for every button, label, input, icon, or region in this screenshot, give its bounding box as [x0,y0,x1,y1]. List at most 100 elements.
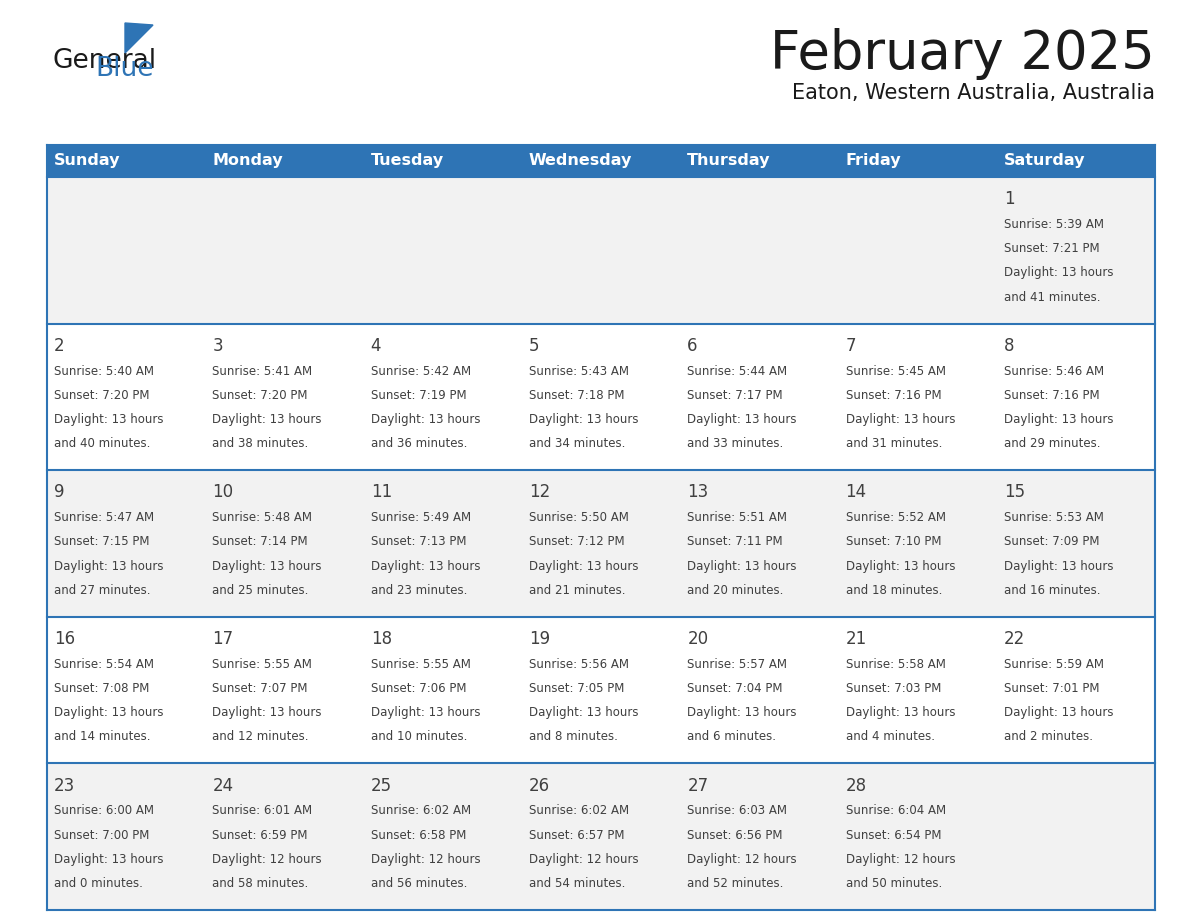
Text: 12: 12 [529,484,550,501]
Text: 2: 2 [55,337,65,354]
Text: and 41 minutes.: and 41 minutes. [1004,291,1100,304]
Text: Daylight: 13 hours: Daylight: 13 hours [55,413,164,426]
Text: Sunset: 7:03 PM: Sunset: 7:03 PM [846,682,941,695]
Text: 13: 13 [688,484,708,501]
Text: and 20 minutes.: and 20 minutes. [688,584,784,597]
Bar [48,764,1155,910]
Text: 18: 18 [371,630,392,648]
Text: and 33 minutes.: and 33 minutes. [688,437,784,450]
Text: Sunrise: 5:54 AM: Sunrise: 5:54 AM [55,658,154,671]
Text: Sunset: 7:00 PM: Sunset: 7:00 PM [55,829,150,842]
Bar [48,177,1155,324]
Text: Daylight: 12 hours: Daylight: 12 hours [688,853,797,866]
Text: Sunset: 6:56 PM: Sunset: 6:56 PM [688,829,783,842]
Text: Daylight: 13 hours: Daylight: 13 hours [1004,560,1113,573]
Text: Sunrise: 5:51 AM: Sunrise: 5:51 AM [688,511,788,524]
Text: Sunrise: 5:39 AM: Sunrise: 5:39 AM [1004,218,1104,231]
Text: and 18 minutes.: and 18 minutes. [846,584,942,597]
Text: 17: 17 [213,630,234,648]
Text: Sunrise: 5:55 AM: Sunrise: 5:55 AM [213,658,312,671]
Text: 8: 8 [1004,337,1015,354]
Text: Sunrise: 6:00 AM: Sunrise: 6:00 AM [55,804,154,817]
Text: and 50 minutes.: and 50 minutes. [846,877,942,890]
Text: Sunset: 7:08 PM: Sunset: 7:08 PM [55,682,150,695]
Text: Sunrise: 5:45 AM: Sunrise: 5:45 AM [846,364,946,377]
Text: and 36 minutes.: and 36 minutes. [371,437,467,450]
Text: Sunrise: 6:04 AM: Sunrise: 6:04 AM [846,804,946,817]
Text: Sunrise: 5:48 AM: Sunrise: 5:48 AM [213,511,312,524]
Text: 27: 27 [688,777,708,795]
Text: Sunrise: 5:44 AM: Sunrise: 5:44 AM [688,364,788,377]
Text: and 31 minutes.: and 31 minutes. [846,437,942,450]
Text: Daylight: 13 hours: Daylight: 13 hours [371,706,480,719]
Text: and 4 minutes.: and 4 minutes. [846,731,935,744]
Text: Sunset: 7:06 PM: Sunset: 7:06 PM [371,682,466,695]
Text: Wednesday: Wednesday [529,153,632,169]
Text: 21: 21 [846,630,867,648]
Text: Sunrise: 6:01 AM: Sunrise: 6:01 AM [213,804,312,817]
Text: Sunset: 7:05 PM: Sunset: 7:05 PM [529,682,625,695]
Text: Sunrise: 5:49 AM: Sunrise: 5:49 AM [371,511,470,524]
Text: Daylight: 12 hours: Daylight: 12 hours [529,853,639,866]
Text: and 23 minutes.: and 23 minutes. [371,584,467,597]
Text: 7: 7 [846,337,857,354]
Text: Sunset: 7:20 PM: Sunset: 7:20 PM [55,389,150,402]
Text: Daylight: 13 hours: Daylight: 13 hours [371,560,480,573]
Text: Daylight: 13 hours: Daylight: 13 hours [213,413,322,426]
Text: 6: 6 [688,337,697,354]
Text: Saturday: Saturday [1004,153,1086,169]
Text: Sunset: 7:20 PM: Sunset: 7:20 PM [213,389,308,402]
Text: and 40 minutes.: and 40 minutes. [55,437,151,450]
Text: 20: 20 [688,630,708,648]
Text: Daylight: 13 hours: Daylight: 13 hours [688,560,797,573]
Text: Eaton, Western Australia, Australia: Eaton, Western Australia, Australia [792,83,1155,103]
Text: Daylight: 13 hours: Daylight: 13 hours [529,413,638,426]
Text: Sunrise: 6:02 AM: Sunrise: 6:02 AM [371,804,470,817]
Text: 24: 24 [213,777,234,795]
Text: Sunrise: 5:50 AM: Sunrise: 5:50 AM [529,511,628,524]
Text: Sunset: 6:54 PM: Sunset: 6:54 PM [846,829,941,842]
Text: 11: 11 [371,484,392,501]
Text: Sunset: 7:19 PM: Sunset: 7:19 PM [371,389,467,402]
Text: and 56 minutes.: and 56 minutes. [371,877,467,890]
Text: Sunset: 7:12 PM: Sunset: 7:12 PM [529,535,625,548]
Text: and 6 minutes.: and 6 minutes. [688,731,776,744]
Text: Sunset: 7:10 PM: Sunset: 7:10 PM [846,535,941,548]
Text: 19: 19 [529,630,550,648]
Text: and 21 minutes.: and 21 minutes. [529,584,625,597]
Text: Daylight: 12 hours: Daylight: 12 hours [846,853,955,866]
Text: and 2 minutes.: and 2 minutes. [1004,731,1093,744]
Text: and 58 minutes.: and 58 minutes. [213,877,309,890]
Text: Tuesday: Tuesday [371,153,444,169]
Text: Sunset: 7:17 PM: Sunset: 7:17 PM [688,389,783,402]
Bar [48,470,1155,617]
Text: 1: 1 [1004,190,1015,208]
Bar [48,617,1155,764]
Text: Daylight: 13 hours: Daylight: 13 hours [55,560,164,573]
Text: 26: 26 [529,777,550,795]
Text: 23: 23 [55,777,75,795]
Text: Sunset: 6:59 PM: Sunset: 6:59 PM [213,829,308,842]
Text: and 54 minutes.: and 54 minutes. [529,877,625,890]
Text: and 12 minutes.: and 12 minutes. [213,731,309,744]
Text: Sunset: 7:07 PM: Sunset: 7:07 PM [213,682,308,695]
Text: Sunrise: 5:57 AM: Sunrise: 5:57 AM [688,658,788,671]
Text: Sunset: 6:58 PM: Sunset: 6:58 PM [371,829,466,842]
Text: Daylight: 13 hours: Daylight: 13 hours [213,706,322,719]
Text: Daylight: 13 hours: Daylight: 13 hours [1004,413,1113,426]
Text: Sunset: 7:04 PM: Sunset: 7:04 PM [688,682,783,695]
Text: Sunrise: 5:43 AM: Sunrise: 5:43 AM [529,364,628,377]
Text: Daylight: 13 hours: Daylight: 13 hours [55,853,164,866]
Text: Sunrise: 5:59 AM: Sunrise: 5:59 AM [1004,658,1104,671]
Text: Sunrise: 5:53 AM: Sunrise: 5:53 AM [1004,511,1104,524]
Text: and 25 minutes.: and 25 minutes. [213,584,309,597]
Text: 25: 25 [371,777,392,795]
Text: Sunrise: 5:52 AM: Sunrise: 5:52 AM [846,511,946,524]
Text: Blue: Blue [95,56,153,82]
Text: and 29 minutes.: and 29 minutes. [1004,437,1100,450]
Text: Daylight: 13 hours: Daylight: 13 hours [1004,706,1113,719]
Text: Sunrise: 5:42 AM: Sunrise: 5:42 AM [371,364,470,377]
Text: Daylight: 12 hours: Daylight: 12 hours [213,853,322,866]
Text: and 0 minutes.: and 0 minutes. [55,877,143,890]
Text: Daylight: 13 hours: Daylight: 13 hours [529,706,638,719]
